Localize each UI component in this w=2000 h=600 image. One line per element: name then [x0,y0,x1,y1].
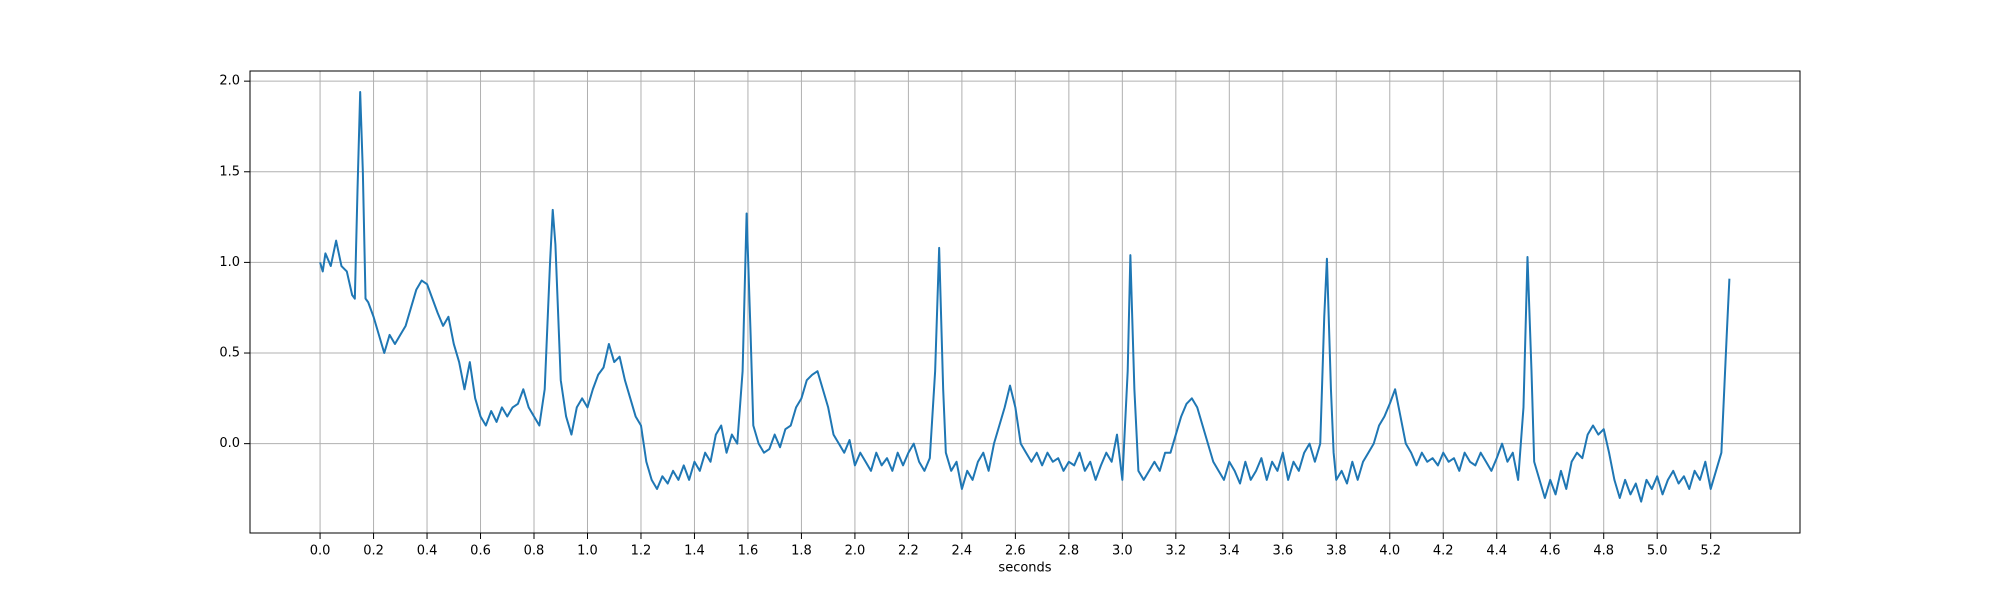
y-tick-label: 1.5 [219,164,240,179]
x-tick-label: 2.4 [952,544,973,559]
x-tick-label: 0.0 [310,544,331,559]
x-tick-label: 0.2 [363,544,384,559]
x-axis-label: seconds [998,561,1051,576]
y-tick-label: 2.0 [219,74,240,89]
y-tick-label: 0.5 [219,346,240,361]
x-tick-label: 1.8 [791,544,812,559]
x-tick-label: 4.4 [1486,544,1507,559]
x-tick-label: 1.6 [738,544,759,559]
x-tick-label: 0.6 [470,544,491,559]
y-tick-label: 1.0 [219,255,240,270]
x-tick-label: 4.0 [1379,544,1400,559]
x-tick-label: 3.6 [1272,544,1293,559]
x-tick-label: 2.6 [1005,544,1026,559]
x-tick-label: 5.2 [1700,544,1721,559]
plot-frame [249,70,1801,534]
y-tick-label: 0.0 [219,436,240,451]
x-tick-label: 2.8 [1059,544,1080,559]
x-tick-label: 3.4 [1219,544,1240,559]
x-tick-label: 3.2 [1165,544,1186,559]
x-tick-label: 3.0 [1112,544,1133,559]
x-tick-label: 1.0 [577,544,598,559]
x-tick-label: 3.8 [1326,544,1347,559]
x-tick-label: 5.0 [1647,544,1668,559]
x-tick-label: 4.6 [1540,544,1561,559]
x-tick-label: 2.2 [898,544,919,559]
x-tick-label: 4.2 [1433,544,1454,559]
x-tick-label: 1.2 [631,544,652,559]
x-tick-label: 0.8 [524,544,545,559]
x-tick-label: 4.8 [1593,544,1614,559]
x-tick-label: 1.4 [684,544,705,559]
x-tick-label: 2.0 [845,544,866,559]
x-tick-label: 0.4 [417,544,438,559]
signal-line [319,91,1731,503]
